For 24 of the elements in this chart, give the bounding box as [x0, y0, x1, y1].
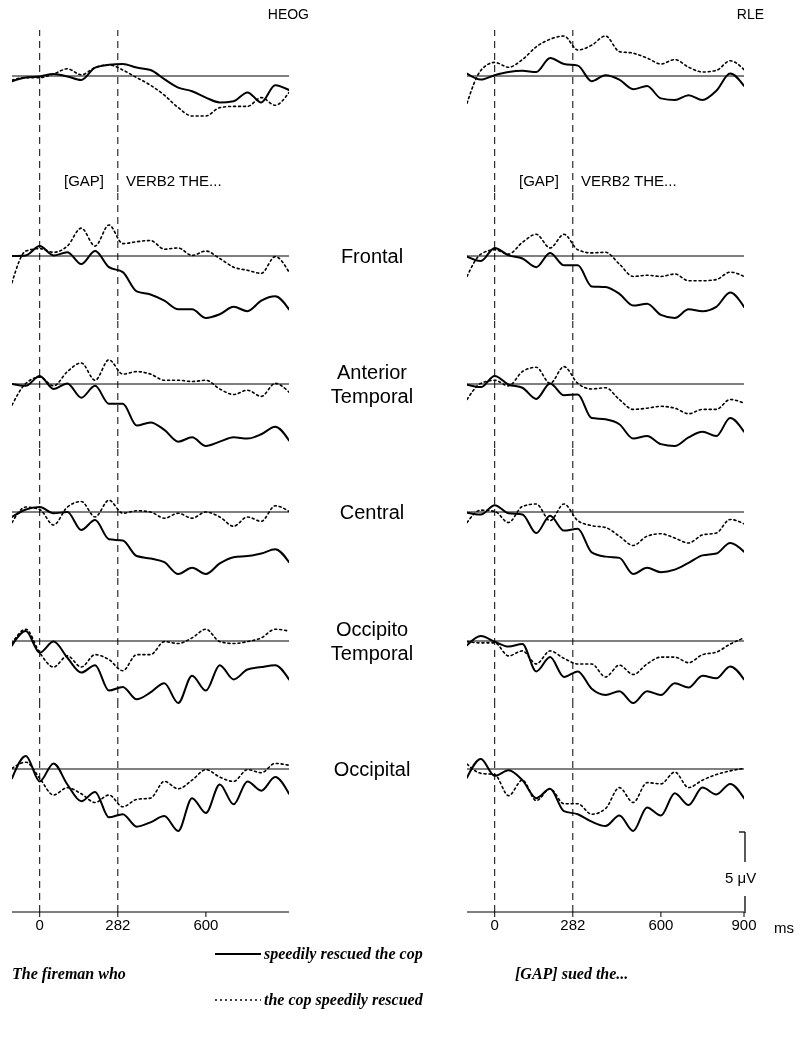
text: [GAP] sued the... [515, 965, 629, 983]
chart-title: Anterior Temporal [329, 360, 415, 408]
chart-title: Occipito Temporal [329, 617, 415, 665]
chart-title: Occipital [332, 757, 412, 781]
x-tick-label: 282 [105, 915, 131, 933]
x-tick-label: 900 [731, 915, 757, 933]
x-tick-label: 282 [560, 915, 586, 933]
text: The fireman who [12, 965, 126, 983]
text: 5 μV [725, 869, 757, 886]
legend-label: speedily rescued the cop [264, 945, 423, 963]
chart-title: RLE [736, 6, 764, 22]
text: VERB2 THE... [581, 172, 677, 189]
x-tick-label: 0 [490, 915, 499, 933]
chart-title: HEOG [267, 6, 309, 22]
text: [GAP] [519, 172, 560, 189]
text: VERB2 THE... [126, 172, 222, 189]
x-tick-label: 0 [35, 915, 44, 933]
x-axis-title: ms [774, 919, 794, 936]
text: Frontal [339, 244, 405, 268]
text: [GAP] [64, 172, 105, 189]
legend-label: the cop speedily rescued [264, 991, 423, 1009]
chart-title: Central [338, 500, 406, 524]
x-tick-label: 600 [648, 915, 674, 933]
x-tick-label: 600 [193, 915, 219, 933]
